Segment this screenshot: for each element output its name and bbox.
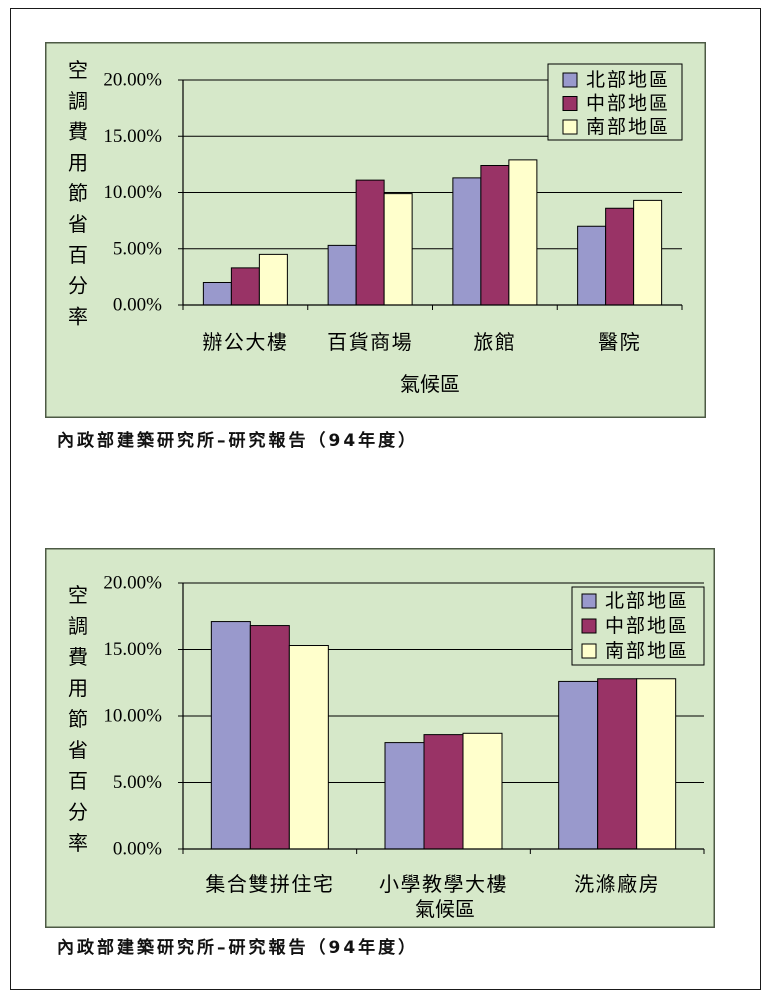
bar xyxy=(462,732,503,850)
bar xyxy=(508,159,538,306)
y-axis-title-char: 節 xyxy=(68,707,88,731)
y-tick-label: 0.00% xyxy=(113,839,162,860)
y-axis-title-char: 調 xyxy=(68,614,88,638)
bar xyxy=(384,742,425,850)
y-tick-label: 20.00% xyxy=(103,70,162,91)
bar xyxy=(230,267,260,306)
y-axis-title-char: 百 xyxy=(68,769,88,793)
legend-label: 北部地區 xyxy=(605,590,689,612)
y-axis-title-char: 調 xyxy=(68,89,88,113)
x-category-label: 百貨商場 xyxy=(327,330,413,354)
x-category-label: 醫院 xyxy=(598,330,641,354)
bar xyxy=(288,645,329,850)
y-tick-label: 10.00% xyxy=(103,706,162,727)
y-tick-label: 10.00% xyxy=(103,182,162,203)
y-axis-title: 空調費用節省百分率 xyxy=(68,583,88,855)
chart-2-source-caption: 內政部建築研究所–研究報告（94年度） xyxy=(57,938,419,958)
x-category-label: 辦公大樓 xyxy=(202,330,288,354)
bar xyxy=(258,253,288,306)
y-axis-title-char: 分 xyxy=(68,800,88,824)
page-frame xyxy=(10,8,761,990)
x-category-label: 集合雙拼住宅 xyxy=(205,872,334,896)
legend-swatch xyxy=(562,119,578,135)
chart-1-panel: 0.00% 5.00% 10.00% 15.00% 20.00% 辦公大樓 百貨商場 旅館 醫院… xyxy=(45,42,706,418)
y-axis-title-char: 率 xyxy=(68,831,88,855)
bar xyxy=(605,207,635,306)
legend-label: 中部地區 xyxy=(586,93,670,115)
x-axis-title: 氣候區 xyxy=(415,897,475,921)
y-tick-label: 15.00% xyxy=(103,639,162,660)
chart-1-plot: 0.00% 5.00% 10.00% 15.00% 20.00% 辦公大樓 百貨商場 旅館 醫院… xyxy=(45,42,706,418)
y-axis-title-char: 率 xyxy=(68,304,88,328)
x-category-label: 洗滌廠房 xyxy=(574,872,660,896)
bar xyxy=(202,282,232,306)
bar xyxy=(249,625,290,850)
y-axis-title-char: 省 xyxy=(68,212,88,236)
y-tick-label: 15.00% xyxy=(103,126,162,147)
legend-swatch xyxy=(562,72,578,88)
x-category-label: 旅館 xyxy=(473,330,516,354)
legend-swatch xyxy=(581,618,597,634)
y-axis-title-char: 費 xyxy=(68,645,88,669)
y-tick-label: 5.00% xyxy=(113,238,162,259)
y-axis-title-char: 節 xyxy=(68,181,88,205)
bar xyxy=(423,734,464,850)
y-axis-title-char: 分 xyxy=(68,274,88,298)
bar xyxy=(327,244,357,306)
legend-label: 中部地區 xyxy=(605,615,689,637)
bar xyxy=(383,193,413,306)
bar xyxy=(480,165,510,306)
legend-swatch xyxy=(581,643,597,659)
bar xyxy=(633,199,663,306)
bar xyxy=(558,680,599,850)
chart-2-plot: 0.00% 5.00% 10.00% 15.00% 20.00% 集合雙拼住宅 小學教學大樓… xyxy=(45,548,715,928)
y-axis-title-char: 費 xyxy=(68,120,88,144)
y-tick-label: 0.00% xyxy=(113,295,162,316)
legend-swatch xyxy=(562,96,578,111)
legend-label: 北部地區 xyxy=(586,69,670,91)
y-tick-label: 5.00% xyxy=(113,772,162,793)
bar xyxy=(597,678,638,850)
y-tick-label: 20.00% xyxy=(103,573,162,594)
bar xyxy=(452,177,482,306)
bar xyxy=(577,225,607,306)
bar xyxy=(355,179,385,306)
legend-swatch xyxy=(581,593,597,609)
chart-1-source-caption: 內政部建築研究所–研究報告（94年度） xyxy=(57,431,419,451)
y-axis-title-char: 用 xyxy=(68,676,88,700)
bar xyxy=(636,678,677,850)
y-axis-title-char: 空 xyxy=(68,583,88,607)
legend-label: 南部地區 xyxy=(586,116,670,138)
y-axis-title: 空調費用節省百分率 xyxy=(68,58,88,328)
y-axis-title-char: 百 xyxy=(68,243,88,267)
y-axis-title-char: 用 xyxy=(68,150,88,174)
legend-label: 南部地區 xyxy=(605,640,689,662)
y-axis-title-char: 省 xyxy=(68,738,88,762)
chart-2-panel: 0.00% 5.00% 10.00% 15.00% 20.00% 集合雙拼住宅 小學教學大樓… xyxy=(45,548,715,928)
x-category-label: 小學教學大樓 xyxy=(379,872,508,896)
x-axis-title: 氣候區 xyxy=(400,372,460,396)
y-axis-title-char: 空 xyxy=(68,58,88,82)
bar xyxy=(210,621,251,850)
